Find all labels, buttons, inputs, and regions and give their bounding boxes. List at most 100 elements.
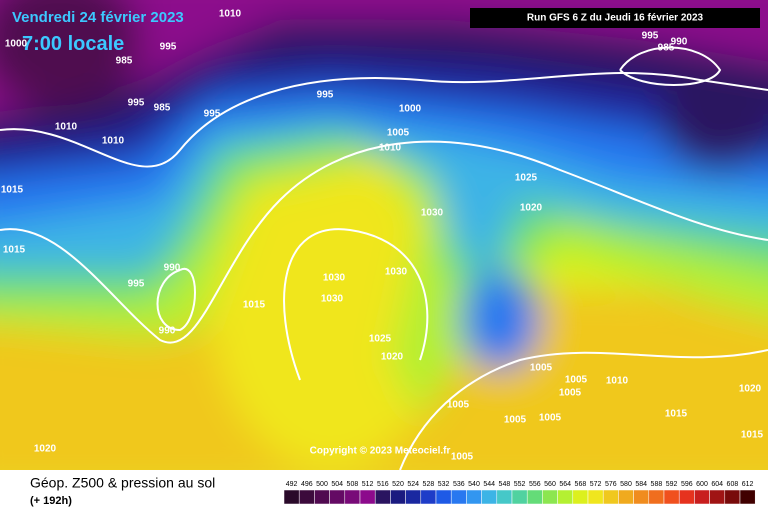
colorbar-label: 576 <box>605 481 617 488</box>
colorbar-label: 504 <box>331 481 343 488</box>
colorbar-label: 512 <box>362 481 374 488</box>
colorbar-label: 572 <box>590 481 602 488</box>
footer-lead: (+ 192h) <box>30 495 72 507</box>
colorbar-label: 532 <box>438 481 450 488</box>
colorbar-swatch <box>557 489 574 505</box>
isobar-label: 1015 <box>243 300 266 311</box>
colorbar-swatch <box>405 489 422 505</box>
colorbar-swatch <box>694 489 710 505</box>
local-time: 7:00 locale <box>22 33 124 55</box>
isobar-label: 1030 <box>421 208 444 219</box>
colorbar-label: 596 <box>681 481 693 488</box>
colorbar-swatch <box>374 489 391 505</box>
colorbar-swatch <box>314 489 330 505</box>
isobar-label: 1020 <box>34 444 57 455</box>
run-box <box>470 8 760 28</box>
colorbar-label: 584 <box>635 481 647 488</box>
colorbar-label: 552 <box>514 481 526 488</box>
isobar-label: 1005 <box>504 415 527 426</box>
colorbar-swatch <box>739 489 756 505</box>
isobar-label: 1025 <box>515 173 538 184</box>
colorbar-label: 564 <box>559 481 571 488</box>
colorbar-swatch <box>587 489 604 505</box>
isobar-label: 995 <box>317 90 334 101</box>
colorbar-label: 568 <box>575 481 587 488</box>
colorbar-swatch <box>648 489 665 505</box>
colorbar-swatch <box>420 489 437 505</box>
isobar-label: 1005 <box>539 413 562 424</box>
colorbar-swatch <box>602 489 619 505</box>
isobar-label: 1030 <box>321 294 344 305</box>
colorbar-swatch <box>329 489 346 505</box>
colorbar-swatch <box>390 489 406 505</box>
isobar-label: 1010 <box>606 376 629 387</box>
isobar-label: 1005 <box>565 375 588 386</box>
colorbar-swatch <box>450 489 467 505</box>
colorbar-label: 540 <box>468 481 480 488</box>
colorbar-label: 560 <box>544 481 556 488</box>
valid-date: Vendredi 24 février 2023 <box>12 9 184 26</box>
colorbar-label: 592 <box>666 481 678 488</box>
colorbar-swatch <box>663 489 680 505</box>
colorbar-label: 608 <box>727 481 739 488</box>
colorbar-swatch <box>633 489 650 505</box>
isobar-label: 985 <box>154 103 171 114</box>
colorbar-label: 600 <box>696 481 708 488</box>
colorbar-label: 556 <box>529 481 541 488</box>
colorbar-swatch <box>359 489 376 505</box>
colorbar-label: 544 <box>483 481 495 488</box>
isobar-label: 990 <box>164 263 181 274</box>
colorbar-label: 500 <box>316 481 328 488</box>
isobar-label: 1015 <box>741 430 764 441</box>
colorbar-label: 516 <box>377 481 389 488</box>
colorbar-swatch <box>298 489 315 505</box>
colorbar-label: 496 <box>301 481 313 488</box>
footer-title: Géop. Z500 & pression au sol <box>30 475 215 491</box>
isobar-label: 1015 <box>1 185 24 196</box>
colorbar-swatch <box>542 489 558 505</box>
copyright: Copyright © 2023 Meteociel.fr <box>310 446 451 457</box>
isobar-label: 1000 <box>5 39 28 50</box>
isobar-label: 1005 <box>447 400 470 411</box>
isobar-label: 1005 <box>387 128 410 139</box>
colorbar-label: 524 <box>407 481 419 488</box>
isobar-label: 995 <box>128 279 145 290</box>
isobar-label: 1005 <box>559 388 582 399</box>
isobar-label: 1010 <box>102 136 125 147</box>
colorbar-label: 612 <box>742 481 754 488</box>
isobar-label: 1015 <box>3 245 26 256</box>
colorbar-label: 508 <box>347 481 359 488</box>
colorbar-label: 536 <box>453 481 465 488</box>
isobar-label: 1010 <box>379 143 402 154</box>
isobar-label: 1030 <box>323 273 346 284</box>
colorbar-label: 588 <box>651 481 663 488</box>
colorbar-swatch <box>496 489 513 505</box>
isobar-label: 995 <box>160 42 177 53</box>
colorbar-swatch <box>572 489 589 505</box>
isobar-label: 1015 <box>665 409 688 420</box>
isobar-label: 1025 <box>369 334 392 345</box>
isobar-label: 1010 <box>55 122 78 133</box>
colorbar-swatch <box>709 489 726 505</box>
colorbar-swatch <box>511 489 528 505</box>
isobar-label: 1020 <box>520 203 543 214</box>
isobar-label: 990 <box>671 37 688 48</box>
colorbar-swatch <box>526 489 543 505</box>
colorbar-swatch <box>618 489 634 505</box>
isobar-label: 985 <box>658 43 675 54</box>
isobar-label: 985 <box>116 56 133 67</box>
colorbar-swatch <box>724 489 741 505</box>
isobar-label: 1020 <box>381 352 404 363</box>
isobar-label: 1030 <box>385 267 408 278</box>
isobar-label: 995 <box>128 98 145 109</box>
colorbar-label: 492 <box>286 481 298 488</box>
colorbar-swatch <box>435 489 452 505</box>
isobar-label: 990 <box>159 326 176 337</box>
isobar-label: 995 <box>204 109 221 120</box>
run-info: Run GFS 6 Z du Jeudi 16 février 2023 <box>527 13 704 24</box>
isobar-label: 1005 <box>530 363 553 374</box>
colorbar-label: 580 <box>620 481 632 488</box>
colorbar-swatch <box>466 489 482 505</box>
